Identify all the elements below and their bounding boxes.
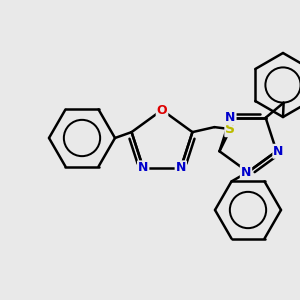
Text: N: N bbox=[273, 145, 284, 158]
Text: N: N bbox=[225, 111, 236, 124]
Text: S: S bbox=[225, 122, 236, 136]
Text: N: N bbox=[138, 161, 148, 174]
Text: N: N bbox=[176, 161, 186, 174]
Text: N: N bbox=[241, 166, 251, 178]
Text: O: O bbox=[157, 103, 167, 116]
